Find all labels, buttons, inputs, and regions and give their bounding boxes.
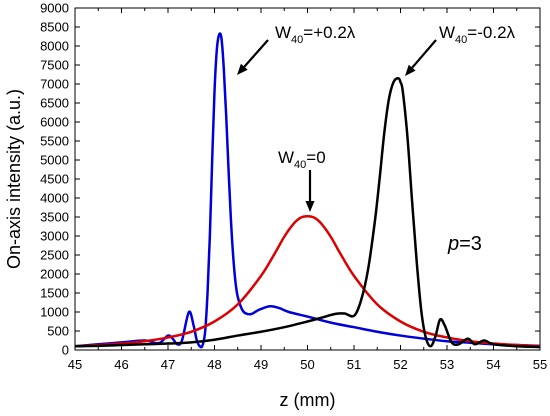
annotation-w40-plus-sub: 40 — [291, 34, 303, 46]
y-tick-label: 4500 — [40, 172, 69, 187]
annotation-p-italic: p — [447, 233, 459, 255]
annotation-w40-zero: W40=0 — [278, 148, 326, 212]
annotation-w40-minus-rest: =-0.2λ — [467, 23, 515, 42]
y-tick-label: 1500 — [40, 286, 69, 301]
x-tick-label: 55 — [533, 357, 547, 372]
x-tick-label: 46 — [114, 357, 128, 372]
x-tick-label: 52 — [393, 357, 407, 372]
x-ticks — [74, 8, 541, 350]
annotation-w40-zero-arrowhead — [305, 201, 315, 212]
x-tick-label: 54 — [486, 357, 500, 372]
x-tick-label: 45 — [68, 357, 82, 372]
y-ticks — [75, 7, 540, 351]
annotation-w40-plus-rest: =+0.2λ — [303, 23, 355, 42]
x-tick-label: 51 — [347, 357, 361, 372]
y-tick-label: 5000 — [40, 153, 69, 168]
y-tick-label: 3000 — [40, 229, 69, 244]
annotation-w40-plus: W40=+0.2λ — [237, 23, 356, 75]
y-tick-label: 5500 — [40, 134, 69, 149]
annotation-w40-zero-base: W — [278, 148, 294, 167]
x-tick-label: 53 — [440, 357, 454, 372]
annotation-p-rest: =3 — [459, 233, 482, 255]
plot-frame — [74, 7, 541, 351]
x-tick-labels: 45 46 47 48 49 50 51 52 53 54 55 — [68, 357, 547, 372]
annotation-w40-minus-sub: 40 — [455, 34, 467, 46]
y-tick-label: 7000 — [40, 77, 69, 92]
y-tick-label: 2000 — [40, 267, 69, 282]
annotation-w40-minus-base: W — [439, 23, 455, 42]
annotation-w40-minus-arrow — [411, 39, 437, 69]
y-tick-label: 4000 — [40, 191, 69, 206]
annotation-p-label: p=3 — [447, 233, 482, 255]
series-line-w40-minus — [74, 77, 541, 349]
x-tick-label: 48 — [207, 357, 221, 372]
annotation-w40-zero-text: W40=0 — [278, 148, 326, 171]
x-axis-label: z (mm) — [280, 390, 336, 410]
annotation-w40-plus-base: W — [275, 23, 291, 42]
x-tick-label: 50 — [300, 357, 314, 372]
y-tick-label: 8000 — [40, 39, 69, 54]
annotation-w40-minus-arrowhead — [405, 64, 416, 76]
annotation-w40-plus-arrowhead — [237, 63, 248, 75]
series-line-w40-plus — [74, 32, 541, 349]
y-tick-label: 6500 — [40, 96, 69, 111]
series-lines — [74, 32, 541, 349]
y-tick-labels: 0 500 1000 1500 2000 2500 3000 3500 4000 4500 5000… — [40, 1, 69, 358]
series-line-w40-zero — [74, 214, 541, 348]
y-tick-label: 1000 — [40, 305, 69, 320]
annotation-w40-zero-sub: 40 — [294, 159, 306, 171]
annotation-w40-zero-rest: =0 — [306, 148, 325, 167]
y-tick-label: 500 — [47, 324, 69, 339]
y-tick-label: 0 — [62, 343, 69, 358]
y-tick-label: 2500 — [40, 248, 69, 263]
y-tick-label: 9000 — [40, 1, 69, 16]
x-tick-label: 47 — [161, 357, 175, 372]
y-tick-label: 7500 — [40, 58, 69, 73]
y-tick-label: 8500 — [40, 20, 69, 35]
y-tick-label: 3500 — [40, 210, 69, 225]
annotation-w40-minus-text: W40=-0.2λ — [439, 23, 516, 46]
annotation-w40-plus-text: W40=+0.2λ — [275, 23, 356, 46]
y-tick-label: 6000 — [40, 115, 69, 130]
y-axis-label: On-axis intensity (a.u.) — [4, 89, 24, 269]
axes-box — [74, 7, 541, 351]
x-tick-label: 49 — [254, 357, 268, 372]
annotation-w40-plus-arrow — [243, 39, 269, 68]
annotation-w40-minus: W40=-0.2λ — [405, 23, 516, 76]
